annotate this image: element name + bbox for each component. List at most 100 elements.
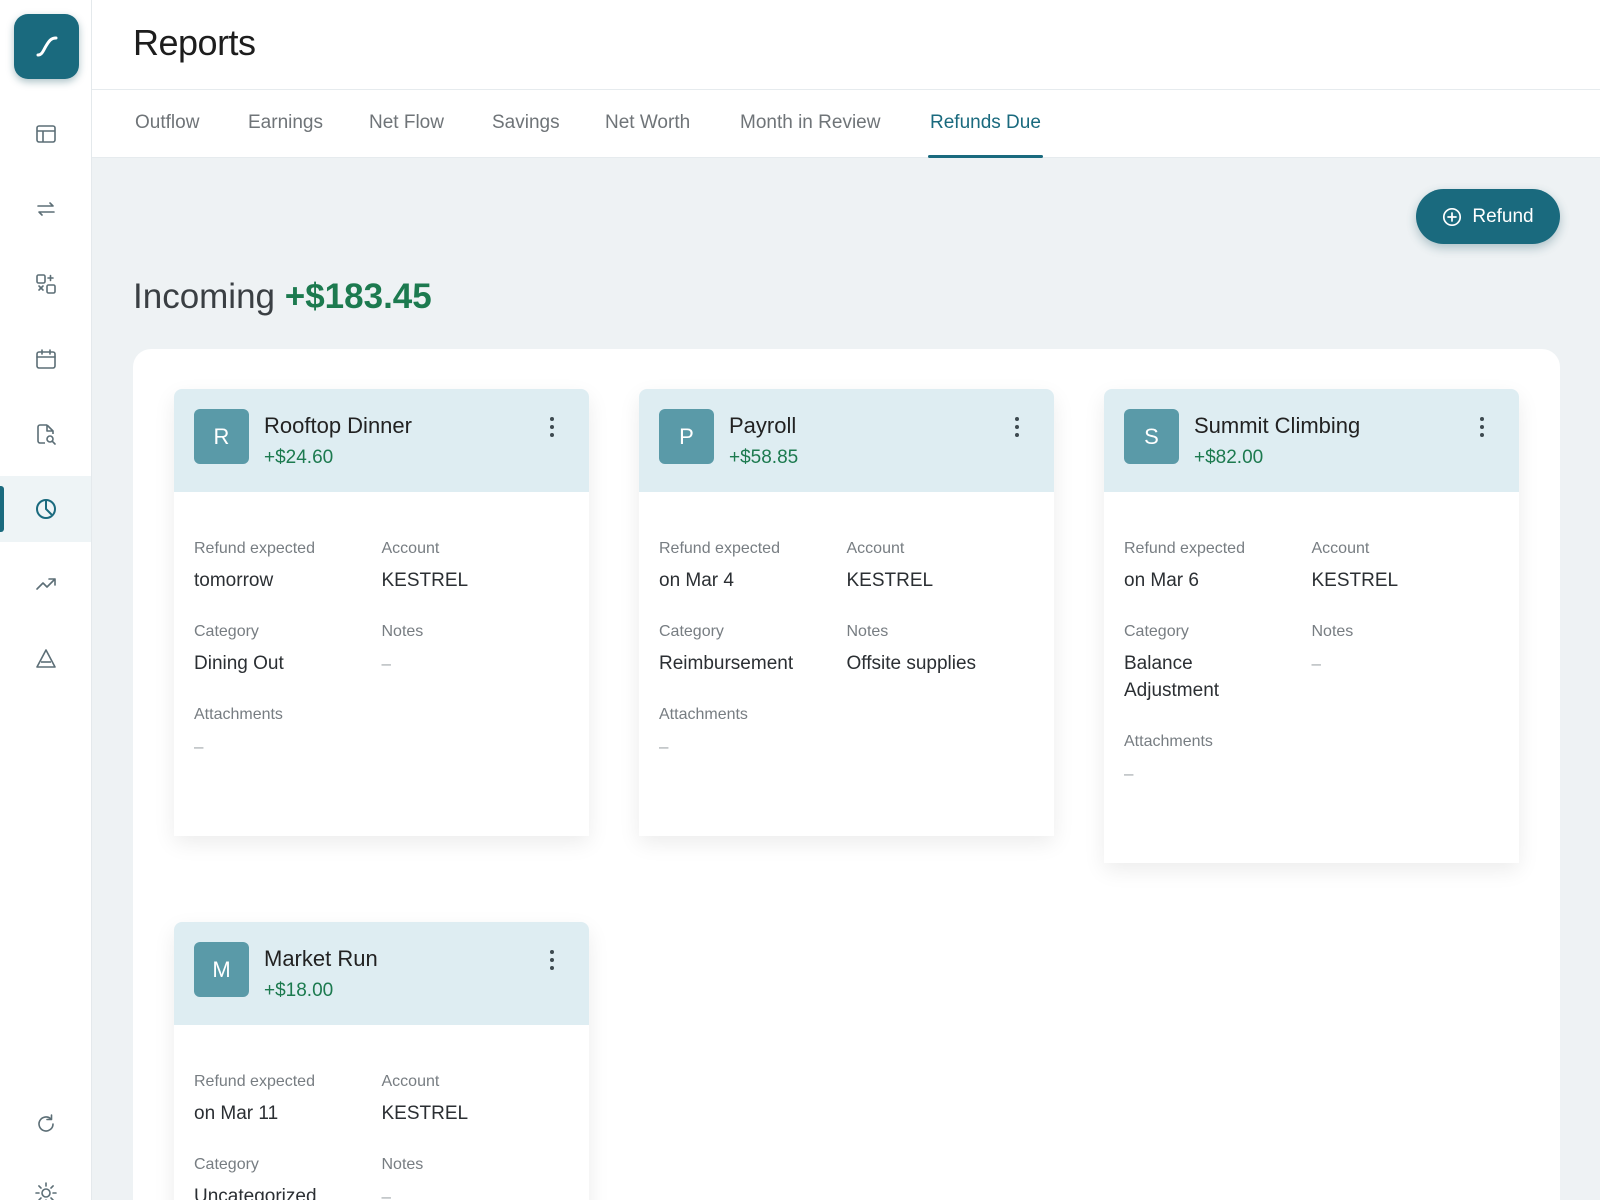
field-label: Notes bbox=[381, 1156, 424, 1173]
card-body: Refund expected tomorrow Account KESTREL C… bbox=[174, 492, 589, 760]
nav-layout[interactable] bbox=[0, 101, 91, 167]
field-label: Account bbox=[381, 540, 440, 557]
field-label: Notes bbox=[846, 623, 889, 640]
sun-icon bbox=[34, 1182, 57, 1200]
refund-card[interactable]: P Payroll +$58.85 Refund expected on Mar … bbox=[639, 389, 1054, 836]
field-label: Category bbox=[194, 1156, 259, 1173]
field-label: Category bbox=[659, 623, 724, 640]
document-search-icon bbox=[36, 424, 56, 445]
field-label: Attachments bbox=[1124, 733, 1213, 750]
card-amount: +$18.00 bbox=[264, 980, 334, 1001]
nav-theme[interactable] bbox=[0, 1160, 91, 1200]
transfer-arrows-icon bbox=[36, 202, 55, 216]
tab-refunds-due[interactable]: Refunds Due bbox=[928, 90, 1043, 158]
card-header: M Market Run +$18.00 bbox=[174, 922, 589, 1025]
card-header: S Summit Climbing +$82.00 bbox=[1104, 389, 1519, 492]
category-value: Uncategorized bbox=[194, 1186, 317, 1200]
attachments-value: – bbox=[659, 737, 669, 756]
sidebar bbox=[0, 0, 92, 1200]
field-label: Refund expected bbox=[659, 540, 780, 557]
field-label: Refund expected bbox=[1124, 540, 1245, 557]
notes-value: – bbox=[381, 654, 391, 673]
incoming-summary: Incoming +$183.45 bbox=[133, 277, 432, 317]
field-label: Attachments bbox=[194, 706, 283, 723]
refund-expected-value: on Mar 4 bbox=[659, 570, 734, 591]
refund-card[interactable]: S Summit Climbing +$82.00 Refund expecte… bbox=[1104, 389, 1519, 863]
refund-expected-value: on Mar 11 bbox=[194, 1103, 279, 1124]
more-options-icon[interactable] bbox=[547, 950, 557, 970]
attachments-value: – bbox=[194, 737, 204, 756]
add-refund-button[interactable]: Refund bbox=[1416, 189, 1560, 244]
nav-alerts[interactable] bbox=[0, 626, 91, 692]
avatar: R bbox=[194, 409, 249, 464]
page-title: Reports bbox=[133, 22, 256, 63]
category-value: Dining Out bbox=[194, 653, 284, 674]
more-options-icon[interactable] bbox=[547, 417, 557, 437]
card-title: Rooftop Dinner bbox=[264, 413, 412, 438]
tab-month-in-review[interactable]: Month in Review bbox=[740, 112, 881, 133]
attachments-value: – bbox=[1124, 764, 1134, 783]
field-label: Category bbox=[1124, 623, 1189, 640]
refund-card[interactable]: M Market Run +$18.00 Refund expected on M… bbox=[174, 922, 589, 1200]
incoming-label: Incoming bbox=[133, 277, 276, 316]
field-label: Category bbox=[194, 623, 259, 640]
notes-value: – bbox=[381, 1187, 391, 1200]
refresh-icon bbox=[37, 1114, 54, 1132]
calendar-icon bbox=[35, 349, 56, 369]
tab-savings[interactable]: Savings bbox=[492, 112, 560, 133]
field-label: Attachments bbox=[659, 706, 748, 723]
card-title: Market Run bbox=[264, 946, 378, 971]
field-label: Account bbox=[846, 540, 905, 557]
card-header: R Rooftop Dinner +$24.60 bbox=[174, 389, 589, 492]
nav-calendar[interactable] bbox=[0, 326, 91, 392]
tab-net-worth[interactable]: Net Worth bbox=[605, 112, 691, 133]
more-options-icon[interactable] bbox=[1477, 417, 1487, 437]
field-label: Account bbox=[381, 1073, 440, 1090]
receipt-edge bbox=[639, 824, 1054, 836]
avatar: M bbox=[194, 942, 249, 997]
layout-icon bbox=[35, 125, 56, 143]
logo-icon[interactable] bbox=[14, 14, 79, 79]
trending-up-icon bbox=[35, 578, 56, 590]
receipt-edge bbox=[1104, 851, 1519, 863]
plus-circle-icon bbox=[1443, 207, 1462, 226]
nav-categories[interactable] bbox=[0, 251, 91, 317]
field-label: Notes bbox=[1311, 623, 1354, 640]
account-value: KESTREL bbox=[381, 570, 469, 591]
report-tabs: Outflow Earnings Net Flow Savings Net Wo… bbox=[92, 90, 1600, 158]
add-refund-label: Refund bbox=[1472, 205, 1534, 227]
tab-outflow[interactable]: Outflow bbox=[135, 112, 200, 133]
card-body: Refund expected on Mar 4 Account KESTREL C… bbox=[639, 492, 1054, 760]
nav-reports[interactable] bbox=[0, 476, 91, 542]
receipt-edge bbox=[174, 824, 589, 836]
reports-clock-icon bbox=[35, 499, 56, 519]
category-value: Reimbursement bbox=[659, 653, 794, 674]
refund-card[interactable]: R Rooftop Dinner +$24.60 Refund expected… bbox=[174, 389, 589, 836]
account-value: KESTREL bbox=[846, 570, 934, 591]
card-body: Refund expected on Mar 11 Account KESTREL … bbox=[174, 1025, 589, 1200]
card-title: Summit Climbing bbox=[1194, 413, 1361, 438]
more-options-icon[interactable] bbox=[1012, 417, 1022, 437]
card-title: Payroll bbox=[729, 413, 797, 438]
tab-earnings[interactable]: Earnings bbox=[248, 112, 323, 133]
field-label: Notes bbox=[381, 623, 424, 640]
categories-icon bbox=[35, 274, 56, 294]
avatar: S bbox=[1124, 409, 1179, 464]
nav-documents[interactable] bbox=[0, 401, 91, 467]
field-label: Account bbox=[1311, 540, 1370, 557]
field-label: Refund expected bbox=[194, 540, 315, 557]
notes-value: – bbox=[1311, 654, 1321, 673]
nav-sync[interactable] bbox=[0, 1091, 91, 1157]
refund-expected-value: on Mar 6 bbox=[1124, 570, 1199, 591]
account-value: KESTREL bbox=[1311, 570, 1399, 591]
nav-trends[interactable] bbox=[0, 551, 91, 617]
tab-net-flow[interactable]: Net Flow bbox=[369, 112, 444, 133]
nav-transactions[interactable] bbox=[0, 176, 91, 242]
notes-value: Offsite supplies bbox=[846, 653, 977, 674]
refund-expected-value: tomorrow bbox=[194, 570, 274, 591]
page-header: Reports bbox=[92, 0, 1600, 90]
card-amount: +$82.00 bbox=[1194, 447, 1264, 468]
incoming-amount: +$183.45 bbox=[284, 277, 432, 316]
category-value: Balance Adjustment bbox=[1124, 653, 1220, 701]
